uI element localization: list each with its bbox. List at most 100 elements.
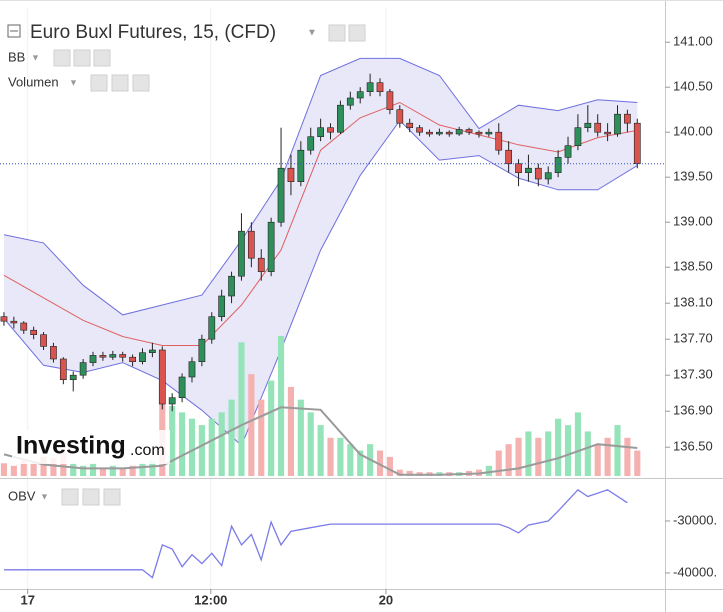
volume-bar (307, 412, 314, 476)
dropdown-arrow[interactable]: ▼ (69, 77, 78, 87)
candle-body (188, 361, 196, 378)
y-tick-label: 138.10 (673, 295, 713, 310)
volume-bar (327, 437, 334, 476)
y-tick-label: -30000. (673, 512, 717, 527)
candle-body (99, 355, 107, 358)
volume-bar (614, 425, 621, 476)
candle-body (366, 82, 374, 92)
candle-body (604, 131, 611, 135)
visibility-button[interactable] (53, 49, 71, 67)
candle-body (554, 157, 562, 173)
candle-body (257, 257, 265, 273)
dropdown-arrow[interactable]: ▼ (40, 491, 49, 501)
visibility-button[interactable] (61, 488, 79, 506)
volume-bar (70, 463, 77, 476)
candle-body (139, 352, 146, 363)
remove-button[interactable] (93, 49, 111, 67)
volume-bar (198, 425, 205, 476)
volume-bar (169, 406, 176, 476)
volume-bar (386, 456, 393, 476)
dropdown-arrow[interactable]: ▼ (31, 52, 40, 62)
volume-bar (50, 458, 57, 476)
x-tick-label: 17 (20, 592, 34, 607)
volume-bar (218, 412, 225, 476)
volume-bar (317, 425, 324, 476)
y-tick-label: 136.90 (673, 403, 713, 418)
volume-bar (99, 468, 106, 476)
volume-bar (545, 431, 552, 476)
visibility-button[interactable] (90, 74, 108, 92)
plot-area (0, 8, 665, 589)
volume-bar (277, 336, 285, 476)
candle-body (158, 349, 166, 405)
candle-body (119, 354, 127, 358)
volume-bar (357, 450, 364, 476)
candle-body (445, 131, 453, 135)
volume-bar (555, 418, 562, 476)
volume-bar (525, 431, 532, 476)
watermark-suffix: .com (130, 442, 165, 459)
candle-body (376, 82, 384, 92)
visibility-button[interactable] (328, 24, 346, 42)
candle-body (426, 131, 433, 135)
candle-body (346, 97, 354, 106)
candle-body (495, 131, 503, 151)
volume-ma (3, 406, 638, 476)
volume-bar (238, 342, 245, 476)
candle-body (277, 167, 285, 223)
volume-bar (179, 412, 186, 476)
bb-lower (3, 119, 638, 447)
candle-body (317, 127, 324, 137)
candle-body (416, 127, 423, 133)
candle-body (218, 295, 226, 318)
volume-bar (248, 374, 255, 476)
candle-body (238, 230, 245, 277)
candle-body (455, 129, 463, 135)
settings-button[interactable] (82, 488, 100, 506)
y-tick-label: -40000. (673, 564, 717, 579)
candle-body (534, 167, 542, 180)
x-tick-label: 12:00 (194, 592, 227, 607)
candle-body (584, 122, 592, 128)
volume-bar (10, 465, 17, 476)
indicator-label: Volumen (8, 74, 59, 89)
volume-bar (89, 463, 97, 476)
candle-body (79, 362, 87, 376)
y-tick-label: 140.00 (673, 124, 713, 139)
volume-bar (208, 418, 215, 476)
volume-bar (30, 463, 37, 476)
settings-button[interactable] (348, 24, 366, 42)
settings-button[interactable] (111, 74, 129, 92)
y-tick-label: 140.50 (673, 79, 713, 94)
y-tick-label: 136.50 (673, 439, 713, 454)
candle-body (297, 149, 305, 182)
settings-button[interactable] (73, 49, 91, 67)
candle-body (208, 316, 216, 340)
volume-bar (406, 470, 413, 476)
remove-button[interactable] (132, 74, 150, 92)
candle-body (89, 355, 97, 363)
candle-body (327, 127, 334, 133)
volume-bar (149, 460, 156, 476)
candle-body (198, 338, 206, 363)
volume-bar (376, 450, 384, 476)
volume-bar (228, 399, 235, 476)
dropdown-arrow[interactable]: ▼ (307, 28, 317, 39)
remove-button[interactable] (103, 488, 121, 506)
y-tick-label: 139.50 (673, 169, 713, 184)
y-tick-label: 139.00 (673, 214, 713, 229)
watermark: Investing .com (12, 430, 170, 464)
candle-body (386, 91, 394, 110)
y-tick-label: 138.50 (673, 259, 713, 274)
watermark-bg (12, 430, 170, 464)
volume-bar (337, 437, 344, 476)
candle-body (525, 167, 532, 173)
bb-middle (3, 101, 638, 346)
candle-body (594, 122, 602, 133)
volume-bar (20, 460, 27, 476)
candle-body (406, 122, 414, 128)
candle-body (307, 136, 315, 151)
candle-body (436, 131, 443, 135)
indicator-label: OBV (8, 488, 36, 503)
